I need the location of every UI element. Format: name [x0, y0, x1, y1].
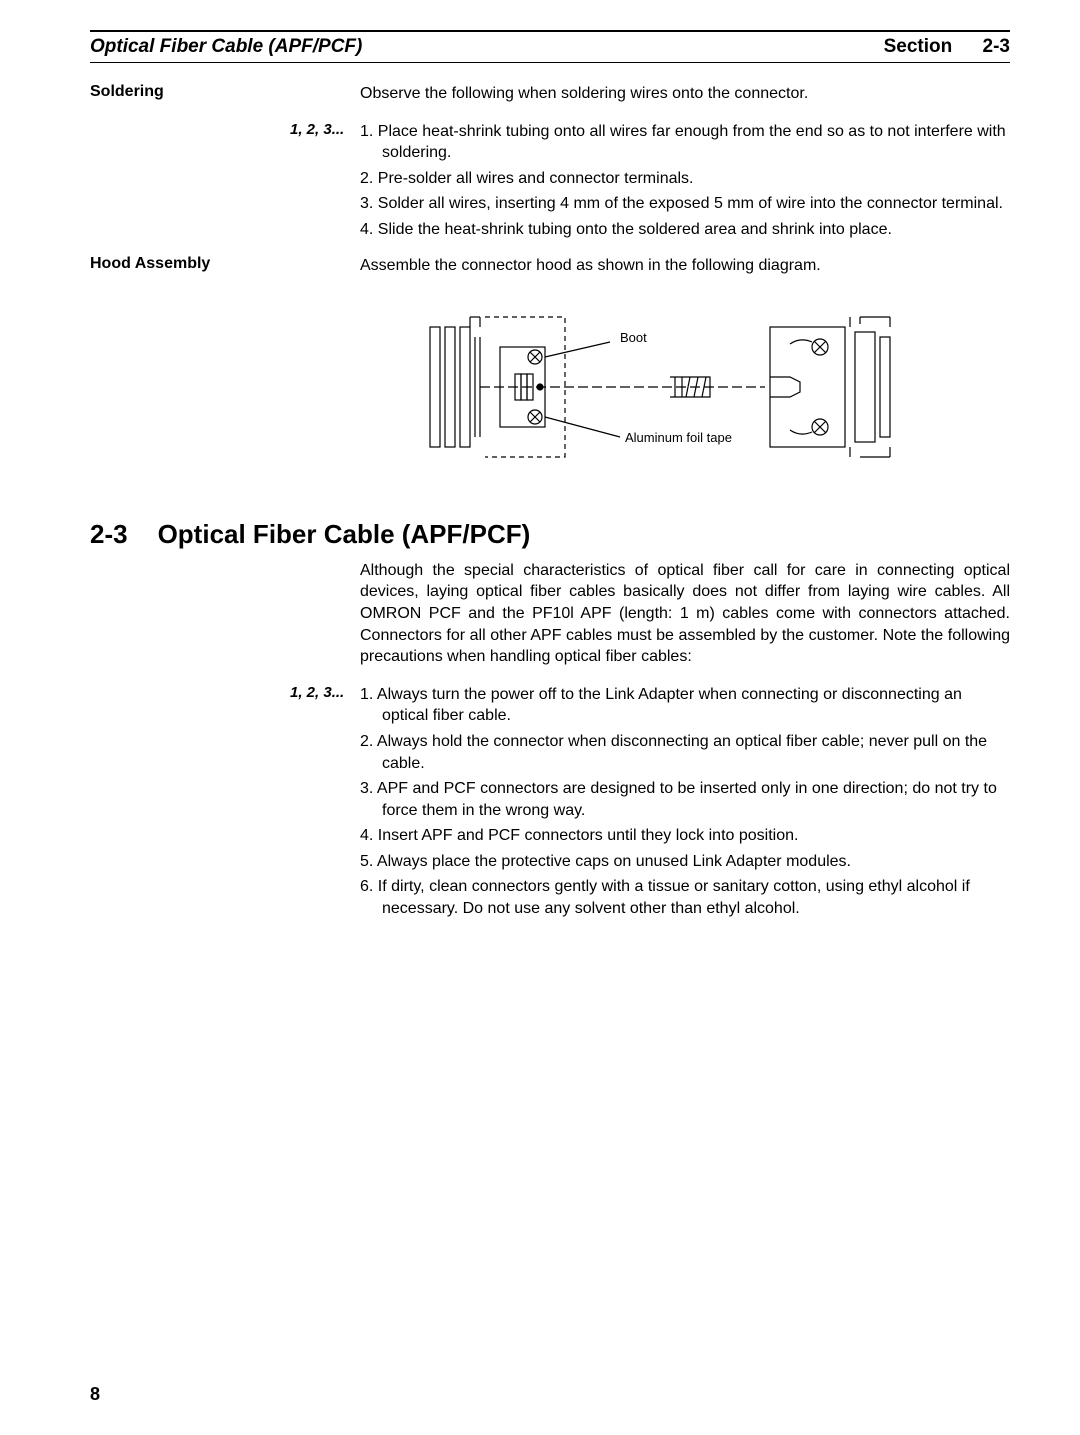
section-2-3-intro: Although the special characteristics of …	[360, 560, 1010, 668]
soldering-list-content: Place heat-shrink tubing onto all wires …	[360, 121, 1010, 245]
section-2-3-intro-block: Although the special characteristics of …	[90, 560, 1010, 674]
soldering-block: Soldering Observe the following when sol…	[90, 83, 1010, 111]
list-item: Slide the heat-shrink tubing onto the so…	[360, 219, 1010, 241]
list-item: Always turn the power off to the Link Ad…	[360, 684, 1010, 727]
list-item: Insert APF and PCF connectors until they…	[360, 825, 1010, 847]
list-item: Solder all wires, inserting 4 mm of the …	[360, 193, 1010, 215]
list-item: APF and PCF connectors are designed to b…	[360, 778, 1010, 821]
header-section: Section 2-3	[884, 36, 1010, 58]
section-2-3-list: Always turn the power off to the Link Ad…	[360, 684, 1010, 920]
page-header: Optical Fiber Cable (APF/PCF) Section 2-…	[90, 30, 1010, 63]
section-2-3-heading: 2-3 Optical Fiber Cable (APF/PCF)	[90, 519, 1010, 550]
section-2-3-list-block: 1, 2, 3... Always turn the power off to …	[90, 684, 1010, 924]
diagram-block: Boot Aluminum foil tape	[90, 292, 1010, 499]
diagram-foil-label: Aluminum foil tape	[625, 430, 732, 445]
empty-label	[90, 121, 290, 245]
hood-intro: Assemble the connector hood as shown in …	[360, 255, 1010, 277]
diagram-boot-label: Boot	[620, 330, 647, 345]
list-marker: 1, 2, 3...	[290, 121, 360, 245]
header-title: Optical Fiber Cable (APF/PCF)	[90, 36, 362, 58]
empty-marker	[290, 83, 360, 111]
list-item: Place heat-shrink tubing onto all wires …	[360, 121, 1010, 164]
empty-marker	[290, 255, 360, 283]
list-item: Always place the protective caps on unus…	[360, 851, 1010, 873]
list-item: Always hold the connector when disconnec…	[360, 731, 1010, 774]
connector-diagram-svg: Boot Aluminum foil tape	[420, 302, 920, 472]
section-number: 2-3	[983, 36, 1010, 57]
list-item: If dirty, clean connectors gently with a…	[360, 876, 1010, 919]
soldering-label: Soldering	[90, 83, 290, 111]
list-item: Pre-solder all wires and connector termi…	[360, 168, 1010, 190]
hood-label: Hood Assembly	[90, 255, 290, 283]
soldering-intro: Observe the following when soldering wir…	[360, 83, 1010, 105]
section-label: Section	[884, 36, 953, 57]
hood-block: Hood Assembly Assemble the connector hoo…	[90, 255, 1010, 283]
page-number: 8	[90, 1384, 100, 1405]
section-2-3-title: Optical Fiber Cable (APF/PCF)	[158, 519, 531, 550]
list-marker: 1, 2, 3...	[290, 684, 360, 924]
soldering-list: Place heat-shrink tubing onto all wires …	[360, 121, 1010, 241]
soldering-list-block: 1, 2, 3... Place heat-shrink tubing onto…	[90, 121, 1010, 245]
hood-diagram: Boot Aluminum foil tape	[420, 302, 1010, 479]
section-2-3-number: 2-3	[90, 519, 128, 550]
